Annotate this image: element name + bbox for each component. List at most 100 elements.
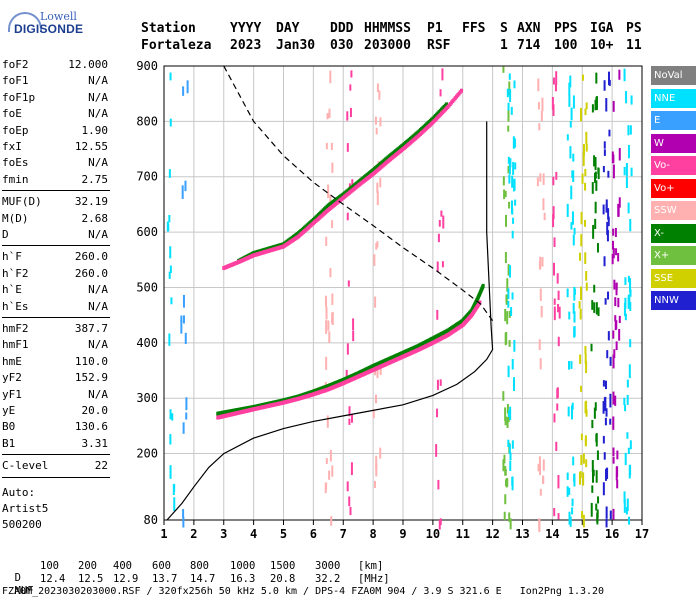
- param-row-15: hmF2 387.7: [2, 322, 110, 338]
- noise-echo: [349, 107, 352, 118]
- d-value: 100: [40, 560, 59, 572]
- noise-echo: [328, 331, 331, 343]
- noise-echo: [616, 466, 619, 478]
- noise-echo: [594, 218, 597, 229]
- param-row-0: foF2 12.000: [2, 58, 110, 74]
- noise-echo: [623, 397, 626, 406]
- noise-echo: [441, 68, 444, 81]
- noise-echo: [511, 175, 514, 188]
- noise-echo: [184, 332, 187, 345]
- muf-value: 12.4: [40, 573, 66, 585]
- x-tick-label: 3: [220, 527, 227, 541]
- noise-echo: [514, 162, 517, 170]
- muf-value: 13.7: [152, 573, 178, 585]
- noise-echo: [330, 142, 333, 151]
- noise-echo: [595, 302, 598, 315]
- x-tick-label: 2: [190, 527, 197, 541]
- noise-echo: [331, 220, 334, 229]
- noise-echo: [573, 227, 576, 235]
- noise-echo: [606, 467, 609, 479]
- param-key: B1: [2, 436, 16, 450]
- noise-echo: [557, 290, 560, 301]
- y-tick-label: 800: [136, 114, 158, 128]
- noise-echo: [605, 506, 608, 519]
- param-separator: [2, 317, 110, 318]
- noise-echo: [578, 301, 581, 309]
- param-row-17: hmE 110.0: [2, 355, 110, 371]
- noise-echo: [597, 307, 600, 317]
- noise-echo: [594, 402, 597, 411]
- noise-echo: [569, 516, 572, 527]
- legend-x-: X-: [651, 223, 696, 243]
- noise-echo: [582, 152, 585, 167]
- noise-echo: [506, 404, 509, 414]
- noise-echo: [613, 349, 616, 359]
- noise-echo: [614, 297, 617, 307]
- noise-echo: [591, 485, 594, 493]
- noise-echo: [538, 518, 541, 532]
- noise-echo: [568, 311, 571, 320]
- param-value: 152.9: [74, 371, 108, 385]
- noise-echo: [325, 298, 328, 308]
- noise-echo: [625, 90, 628, 104]
- x-tick-label: 6: [310, 527, 317, 541]
- noise-echo: [441, 261, 444, 268]
- noise-echo: [591, 460, 594, 473]
- param-row-5: fxI 12.55: [2, 140, 110, 156]
- param-separator: [2, 190, 110, 192]
- noise-echo: [352, 330, 355, 342]
- noise-echo: [556, 388, 559, 399]
- footer-muf-row: MUF: [2, 573, 34, 597]
- noise-echo: [375, 242, 378, 250]
- noise-echo: [539, 358, 542, 370]
- noise-echo: [173, 483, 176, 492]
- noise-echo: [607, 71, 610, 85]
- d-value: 1000: [230, 560, 256, 572]
- noise-echo: [329, 194, 332, 203]
- noise-echo: [572, 95, 575, 109]
- noise-echo: [507, 439, 510, 448]
- noise-echo: [629, 302, 632, 311]
- trace-point: [481, 283, 485, 288]
- param-key: D: [2, 228, 9, 241]
- legend-e: E: [651, 111, 696, 130]
- electron-density-profile: [166, 121, 494, 521]
- noise-echo: [607, 216, 610, 227]
- noise-echo: [510, 106, 513, 115]
- noise-echo: [628, 516, 631, 525]
- noise-echo: [612, 508, 615, 520]
- noise-echo: [627, 447, 630, 455]
- noise-echo: [607, 331, 610, 341]
- noise-echo: [579, 354, 582, 364]
- x-tick-label: 10: [426, 527, 440, 541]
- noise-echo: [607, 208, 610, 220]
- noise-echo: [373, 480, 376, 488]
- noise-echo: [624, 404, 627, 412]
- noise-echo: [508, 512, 511, 522]
- param-row-1: foF1 N/A: [2, 74, 110, 90]
- noise-echo: [507, 365, 510, 378]
- noise-echo: [569, 75, 572, 88]
- noise-echo: [579, 308, 582, 320]
- x-tick-label: 17: [635, 527, 649, 541]
- noise-echo: [630, 95, 633, 105]
- legend-x-: X+: [651, 246, 696, 265]
- legend-vo-: Vo-: [651, 156, 696, 175]
- noise-echo: [569, 121, 572, 128]
- param-value: N/A: [88, 338, 108, 352]
- param-key: C-level: [2, 459, 49, 473]
- noise-echo: [584, 108, 587, 116]
- noise-echo: [594, 171, 597, 179]
- param-key: foEs: [2, 156, 29, 170]
- noise-echo: [614, 395, 617, 406]
- noise-echo: [579, 107, 582, 122]
- noise-echo: [591, 104, 594, 113]
- trace-point: [460, 88, 464, 93]
- logo-line1: Lowell: [40, 10, 77, 23]
- noise-echo: [556, 273, 559, 284]
- noise-echo: [611, 151, 614, 164]
- x-tick-label: 4: [250, 527, 257, 541]
- noise-echo: [508, 81, 511, 95]
- noise-echo: [572, 170, 575, 182]
- noise-echo: [581, 74, 584, 81]
